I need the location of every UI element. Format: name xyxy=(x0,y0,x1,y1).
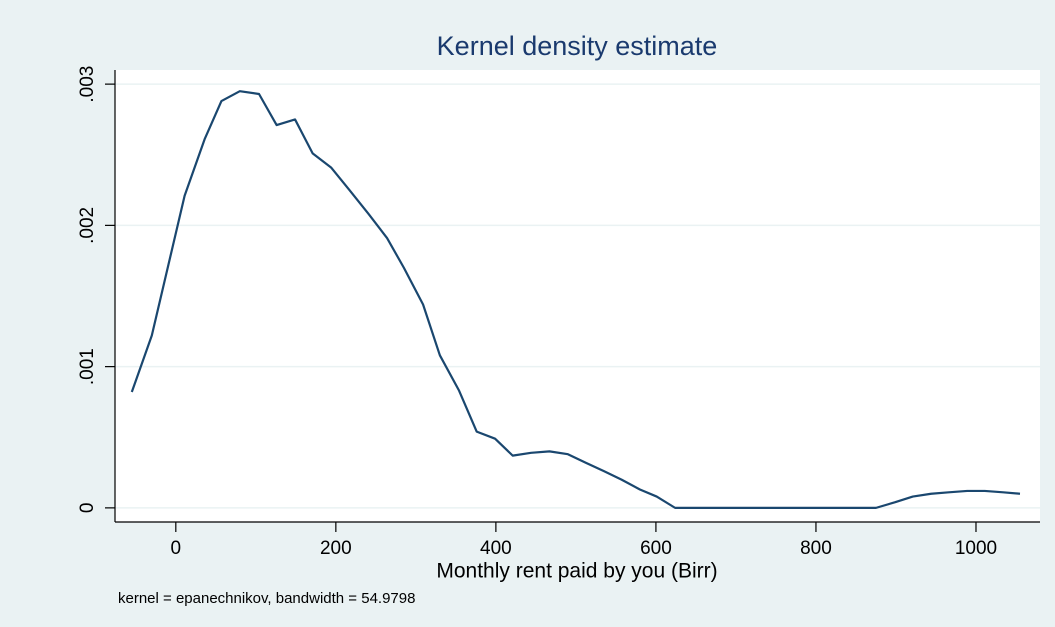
plot-area xyxy=(115,70,1040,522)
x-tick-label: 600 xyxy=(640,538,672,559)
x-tick-label: 200 xyxy=(320,538,352,559)
note: kernel = epanechnikov, bandwidth = 54.97… xyxy=(118,590,415,607)
y-tick-label: .003 xyxy=(77,66,98,103)
x-tick-label: 400 xyxy=(480,538,512,559)
y-tick-label: .002 xyxy=(77,207,98,244)
x-tick-label: 800 xyxy=(800,538,832,559)
x-axis-label: Monthly rent paid by you (Birr) xyxy=(436,560,717,583)
density-line xyxy=(130,90,1021,509)
x-tick-label: 0 xyxy=(171,538,182,559)
y-tick-label: 0 xyxy=(77,503,98,514)
x-tick-label: 1000 xyxy=(955,538,997,559)
chart-title: Kernel density estimate xyxy=(437,31,718,61)
y-tick-label: .001 xyxy=(77,348,98,385)
